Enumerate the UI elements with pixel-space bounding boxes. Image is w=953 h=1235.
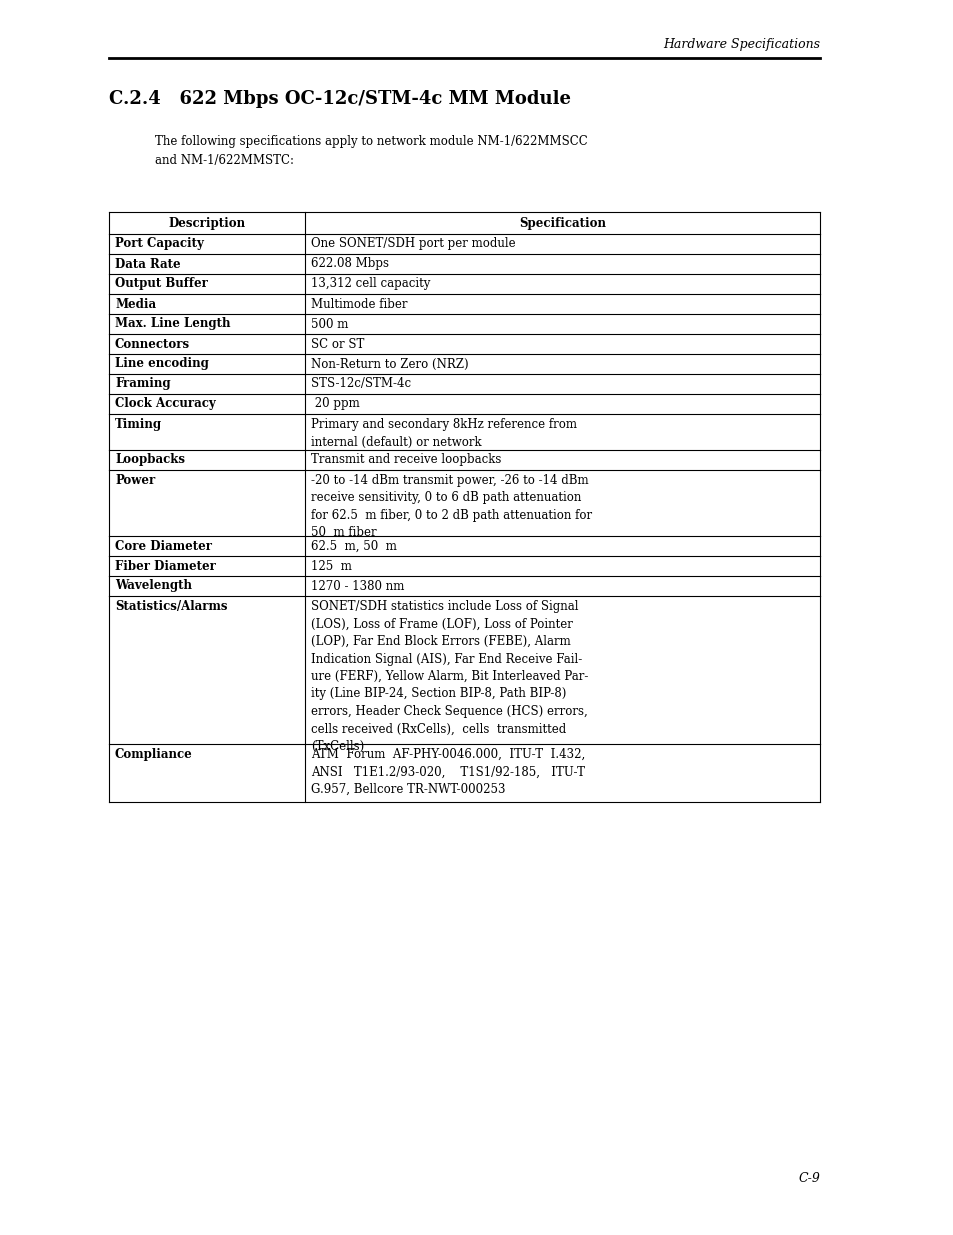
Text: Power: Power	[115, 474, 155, 487]
Text: One SONET/SDH port per module: One SONET/SDH port per module	[311, 237, 515, 251]
Text: Timing: Timing	[115, 417, 162, 431]
Text: 62.5  m, 50  m: 62.5 m, 50 m	[311, 540, 396, 552]
Text: Loopbacks: Loopbacks	[115, 453, 185, 467]
Text: Connectors: Connectors	[115, 337, 190, 351]
Text: Line encoding: Line encoding	[115, 357, 209, 370]
Text: Non-Return to Zero (NRZ): Non-Return to Zero (NRZ)	[311, 357, 468, 370]
Text: -20 to -14 dBm transmit power, -26 to -14 dBm
receive sensitivity, 0 to 6 dB pat: -20 to -14 dBm transmit power, -26 to -1…	[311, 474, 592, 540]
Text: C.2.4   622 Mbps OC-12c/STM-4c MM Module: C.2.4 622 Mbps OC-12c/STM-4c MM Module	[109, 90, 571, 107]
Text: Description: Description	[169, 216, 245, 230]
Text: Primary and secondary 8kHz reference from
internal (default) or network: Primary and secondary 8kHz reference fro…	[311, 417, 577, 448]
Text: Wavelength: Wavelength	[115, 579, 192, 593]
Text: The following specifications apply to network module NM-1/622MMSCC
and NM-1/622M: The following specifications apply to ne…	[154, 135, 587, 167]
Text: Core Diameter: Core Diameter	[115, 540, 212, 552]
Text: 13,312 cell capacity: 13,312 cell capacity	[311, 278, 430, 290]
Text: Data Rate: Data Rate	[115, 258, 180, 270]
Text: Statistics/Alarms: Statistics/Alarms	[115, 600, 227, 613]
Text: 1270 - 1380 nm: 1270 - 1380 nm	[311, 579, 404, 593]
Text: Max. Line Length: Max. Line Length	[115, 317, 231, 331]
Text: Framing: Framing	[115, 378, 171, 390]
Text: Output Buffer: Output Buffer	[115, 278, 208, 290]
Text: C-9: C-9	[798, 1172, 820, 1186]
Text: 500 m: 500 m	[311, 317, 348, 331]
Text: 622.08 Mbps: 622.08 Mbps	[311, 258, 389, 270]
Text: Clock Accuracy: Clock Accuracy	[115, 398, 215, 410]
Text: Transmit and receive loopbacks: Transmit and receive loopbacks	[311, 453, 501, 467]
Text: ATM  Forum  AF-PHY-0046.000,  ITU-T  I.432,
ANSI   T1E1.2/93-020,    T1S1/92-185: ATM Forum AF-PHY-0046.000, ITU-T I.432, …	[311, 748, 584, 797]
Text: Port Capacity: Port Capacity	[115, 237, 204, 251]
Text: STS-12c/STM-4c: STS-12c/STM-4c	[311, 378, 411, 390]
Text: 125  m: 125 m	[311, 559, 352, 573]
Text: Specification: Specification	[518, 216, 605, 230]
Text: Multimode fiber: Multimode fiber	[311, 298, 407, 310]
Text: SONET/SDH statistics include Loss of Signal
(LOS), Loss of Frame (LOF), Loss of : SONET/SDH statistics include Loss of Sig…	[311, 600, 588, 753]
Text: SC or ST: SC or ST	[311, 337, 364, 351]
Text: 20 ppm: 20 ppm	[311, 398, 359, 410]
Text: Hardware Specifications: Hardware Specifications	[662, 38, 820, 51]
Text: Fiber Diameter: Fiber Diameter	[115, 559, 215, 573]
Text: Media: Media	[115, 298, 156, 310]
Text: Compliance: Compliance	[115, 748, 193, 761]
